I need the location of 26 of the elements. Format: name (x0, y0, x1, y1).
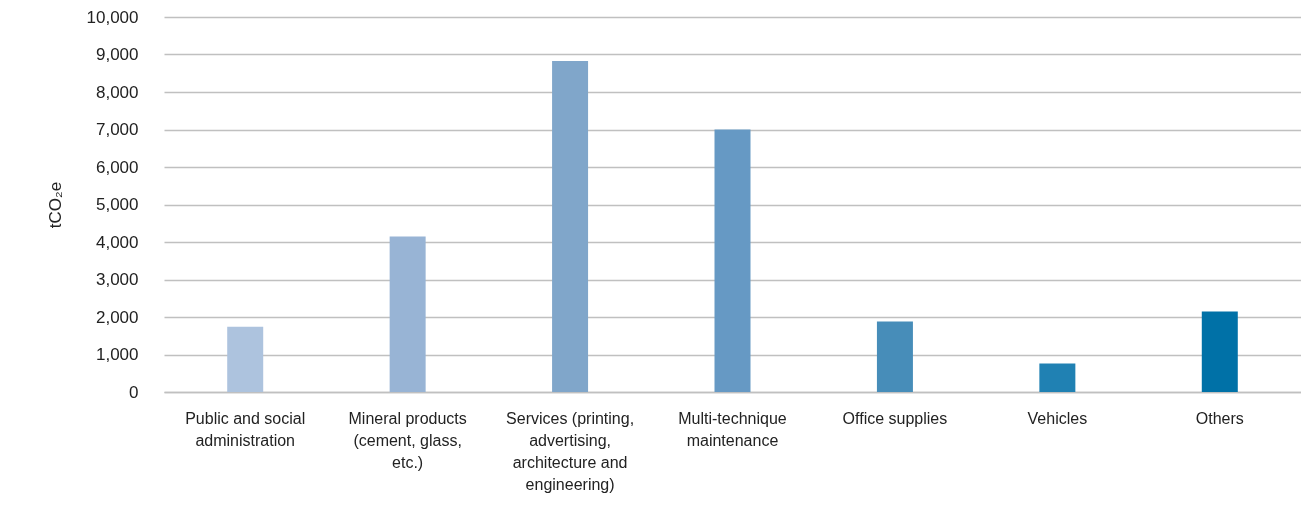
y-axis-title: tCO₂e (45, 181, 65, 229)
bar (1039, 363, 1076, 392)
y-tick-label: 1,000 (95, 345, 139, 364)
y-tick-label: 3,000 (95, 270, 139, 289)
x-tick-label: Multi-technique maintenance (678, 409, 787, 449)
x-tick-label: Vehicles (1027, 409, 1088, 427)
bar (876, 321, 913, 392)
y-tick-label: 8,000 (95, 82, 139, 102)
y-tick-label: 10,000 (86, 7, 139, 27)
x-tick-label: Others (1195, 409, 1244, 427)
x-tick-label: Services (printing, advertising, architecture and engineering) (506, 409, 635, 493)
y-tick-label: 6,000 (95, 157, 139, 177)
x-tick-label: Office supplies (842, 409, 948, 427)
y-tick-label: 2,000 (95, 307, 139, 327)
bar (227, 326, 264, 392)
y-tick-label: 4,000 (95, 232, 139, 252)
bar (1201, 311, 1238, 392)
x-tick-label: Public and social administration (185, 409, 306, 449)
x-tick-label: Mineral products (cement, glass, etc.) (348, 409, 467, 471)
bar (714, 129, 751, 392)
y-tick-label: 5,000 (95, 195, 139, 214)
y-tick-label: 9,000 (95, 45, 139, 64)
bar (552, 60, 589, 392)
bar (389, 236, 426, 392)
y-tick-label: 0 (129, 382, 139, 402)
y-tick-label: 7,000 (95, 120, 139, 139)
